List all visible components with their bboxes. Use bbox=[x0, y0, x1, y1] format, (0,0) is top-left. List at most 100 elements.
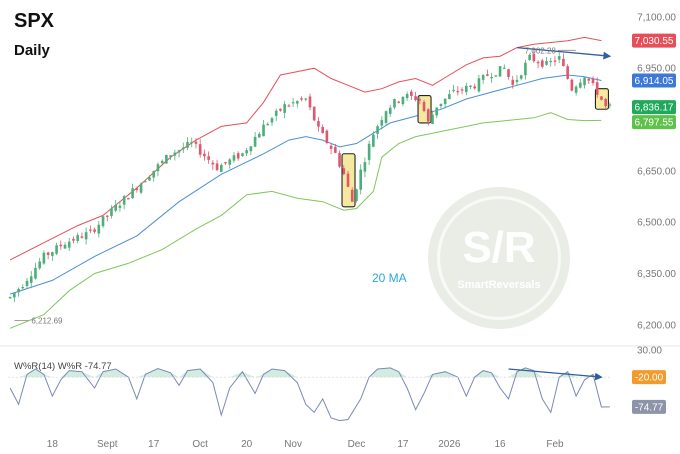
candle-body bbox=[97, 224, 101, 234]
y-tick-label: 6,200.00 bbox=[637, 320, 676, 331]
candle-body bbox=[405, 94, 409, 99]
price-tag-label: 7,030.55 bbox=[635, 36, 674, 47]
x-tick-label: Sept bbox=[97, 439, 118, 450]
candle-body bbox=[80, 236, 84, 238]
candle-body bbox=[308, 96, 312, 108]
candle-body bbox=[110, 208, 113, 217]
upper-band-line bbox=[9, 36, 602, 261]
candle-body bbox=[270, 118, 274, 123]
candle-body bbox=[211, 162, 215, 165]
candle-body bbox=[511, 79, 515, 85]
x-tick-label: 16 bbox=[495, 439, 507, 450]
candle-body bbox=[486, 74, 489, 76]
y-tick-label: 6,650.00 bbox=[637, 166, 676, 177]
candle-body bbox=[194, 141, 198, 144]
candle-body bbox=[570, 79, 574, 91]
candle-body bbox=[418, 99, 422, 101]
level-tag-label: -74.77 bbox=[635, 402, 664, 413]
candle-body bbox=[502, 67, 506, 69]
candle-body bbox=[38, 261, 41, 269]
candle-body bbox=[156, 164, 160, 172]
candle-body bbox=[583, 77, 586, 86]
candle-body bbox=[34, 267, 37, 279]
candle-body bbox=[93, 229, 96, 232]
lower-band-line bbox=[9, 112, 602, 329]
candle-body bbox=[169, 155, 172, 157]
candle-body bbox=[401, 96, 405, 105]
candle-body bbox=[435, 107, 439, 116]
annotation-label: 7,002.28 bbox=[525, 46, 557, 55]
candle-body bbox=[89, 229, 92, 231]
candle-body bbox=[317, 121, 320, 127]
candle-body bbox=[203, 153, 206, 157]
candle-body bbox=[380, 119, 384, 126]
candle-body bbox=[262, 124, 265, 137]
x-tick-label: Nov bbox=[284, 439, 302, 450]
candle-body bbox=[296, 101, 299, 104]
ma-label: 20 MA bbox=[372, 271, 407, 285]
candle-body bbox=[139, 183, 143, 193]
candle-body bbox=[545, 61, 548, 65]
chart-title: SPX bbox=[14, 10, 55, 32]
candle-body bbox=[55, 245, 58, 254]
x-tick-label: 18 bbox=[47, 439, 59, 450]
candle-body bbox=[338, 153, 341, 167]
candle-body bbox=[114, 204, 118, 211]
overbought-area bbox=[10, 367, 610, 378]
watermark-text: S/R bbox=[462, 223, 536, 272]
candle-body bbox=[566, 66, 569, 79]
candle-body bbox=[579, 82, 582, 88]
candle-body bbox=[135, 188, 139, 190]
candle-body bbox=[228, 159, 232, 165]
candle-body bbox=[528, 54, 531, 60]
candle-body bbox=[397, 101, 401, 103]
candle-body bbox=[439, 103, 443, 107]
candle-body bbox=[431, 114, 434, 124]
candle-body bbox=[481, 75, 485, 80]
candle-body bbox=[321, 126, 324, 134]
candle-body bbox=[452, 89, 455, 92]
candle-body bbox=[84, 232, 88, 240]
price-trend-arrow bbox=[516, 47, 612, 60]
candle-body bbox=[494, 75, 498, 77]
candle-body bbox=[160, 160, 164, 163]
candle-body bbox=[72, 238, 75, 241]
candle-body bbox=[245, 150, 248, 154]
candle-body bbox=[105, 215, 109, 217]
candle-body bbox=[426, 109, 430, 122]
indicator-legend: W%R(14) W%R -74.77 bbox=[14, 361, 112, 372]
price-tag bbox=[632, 73, 676, 88]
candle-body bbox=[165, 154, 168, 164]
candle-body bbox=[17, 289, 20, 293]
price-tag bbox=[632, 33, 676, 48]
candle-body bbox=[355, 189, 358, 202]
wr-trend-arrow bbox=[508, 368, 603, 381]
candle-body bbox=[515, 79, 519, 83]
candle-body bbox=[363, 162, 367, 172]
candle-body bbox=[456, 91, 460, 93]
candle-body bbox=[464, 85, 468, 93]
candle-body bbox=[507, 69, 510, 77]
indicator-legend-text: W%R(14) W%R -74.77 bbox=[14, 361, 112, 372]
candle-body bbox=[274, 110, 278, 116]
candle-body bbox=[477, 78, 481, 92]
chart-subtitle: Daily bbox=[14, 42, 50, 59]
x-tick-label: 20 bbox=[241, 439, 253, 450]
candle-body bbox=[448, 94, 451, 100]
candle-body bbox=[190, 141, 194, 144]
x-tick-label: Feb bbox=[546, 439, 564, 450]
candle-body bbox=[574, 86, 578, 93]
candle-body bbox=[312, 106, 316, 121]
candle-body bbox=[553, 60, 557, 62]
x-tick-label: 2026 bbox=[438, 439, 461, 450]
candle-body bbox=[13, 292, 16, 298]
annotation-label: 6,212.69 bbox=[31, 317, 63, 326]
candle-body bbox=[532, 53, 536, 62]
y-tick-label: 6,500.00 bbox=[637, 218, 676, 229]
level-tag-label: -20.00 bbox=[635, 373, 664, 384]
price-tag bbox=[632, 100, 676, 115]
candle-body bbox=[76, 235, 80, 242]
candle-body bbox=[59, 244, 63, 247]
candle-body bbox=[524, 62, 527, 76]
